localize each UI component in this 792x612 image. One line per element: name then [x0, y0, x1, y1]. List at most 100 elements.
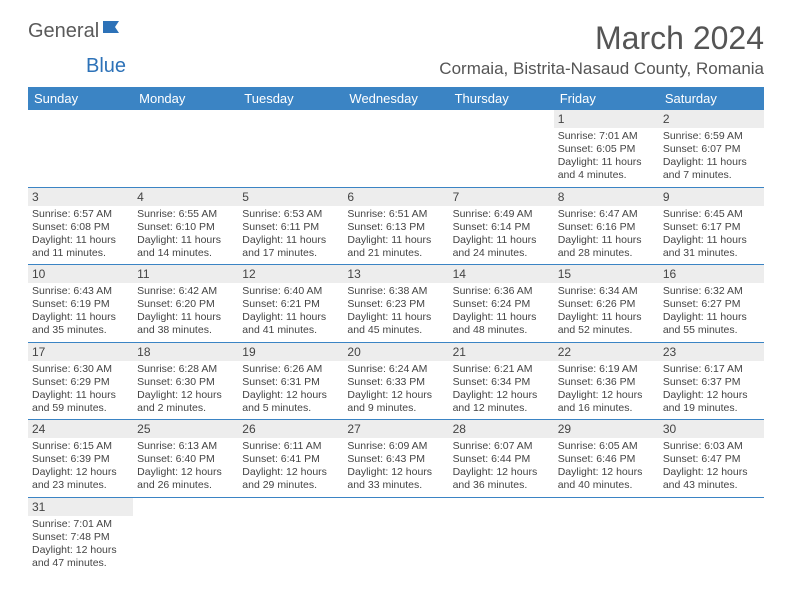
day-details: Sunrise: 6:47 AMSunset: 6:16 PMDaylight:… [554, 206, 659, 265]
day-number: 15 [554, 265, 659, 283]
calendar-cell: 17Sunrise: 6:30 AMSunset: 6:29 PMDayligh… [28, 342, 133, 420]
day-number: 4 [133, 188, 238, 206]
calendar-cell: .. [28, 110, 133, 187]
page-title: March 2024 [439, 20, 764, 57]
day-details: Sunrise: 7:01 AMSunset: 7:48 PMDaylight:… [28, 516, 133, 575]
calendar-cell: 4Sunrise: 6:55 AMSunset: 6:10 PMDaylight… [133, 187, 238, 265]
calendar-cell: 27Sunrise: 6:09 AMSunset: 6:43 PMDayligh… [343, 420, 448, 498]
day-number: 11 [133, 265, 238, 283]
calendar-cell: 14Sunrise: 6:36 AMSunset: 6:24 PMDayligh… [449, 265, 554, 343]
day-details: Sunrise: 6:59 AMSunset: 6:07 PMDaylight:… [659, 128, 764, 187]
day-number: 18 [133, 343, 238, 361]
day-number: 10 [28, 265, 133, 283]
day-number: 14 [449, 265, 554, 283]
calendar-cell: 30Sunrise: 6:03 AMSunset: 6:47 PMDayligh… [659, 420, 764, 498]
calendar-cell: 23Sunrise: 6:17 AMSunset: 6:37 PMDayligh… [659, 342, 764, 420]
calendar-cell: 24Sunrise: 6:15 AMSunset: 6:39 PMDayligh… [28, 420, 133, 498]
title-block: March 2024 Cormaia, Bistrita-Nasaud Coun… [439, 20, 764, 79]
calendar-cell: 2Sunrise: 6:59 AMSunset: 6:07 PMDaylight… [659, 110, 764, 187]
day-number: 9 [659, 188, 764, 206]
calendar-cell: .. [449, 110, 554, 187]
weekday-header: Friday [554, 87, 659, 110]
logo-text-blue: Blue [86, 55, 126, 78]
calendar-cell: 10Sunrise: 6:43 AMSunset: 6:19 PMDayligh… [28, 265, 133, 343]
calendar-cell: 16Sunrise: 6:32 AMSunset: 6:27 PMDayligh… [659, 265, 764, 343]
weekday-header: Saturday [659, 87, 764, 110]
day-details: Sunrise: 6:26 AMSunset: 6:31 PMDaylight:… [238, 361, 343, 420]
calendar-row: 3Sunrise: 6:57 AMSunset: 6:08 PMDaylight… [28, 187, 764, 265]
day-details: Sunrise: 6:34 AMSunset: 6:26 PMDaylight:… [554, 283, 659, 342]
day-details: Sunrise: 7:01 AMSunset: 6:05 PMDaylight:… [554, 128, 659, 187]
day-number: 31 [28, 498, 133, 516]
calendar-cell: 13Sunrise: 6:38 AMSunset: 6:23 PMDayligh… [343, 265, 448, 343]
day-details: Sunrise: 6:45 AMSunset: 6:17 PMDaylight:… [659, 206, 764, 265]
day-details: Sunrise: 6:32 AMSunset: 6:27 PMDaylight:… [659, 283, 764, 342]
calendar-cell: .. [238, 497, 343, 574]
day-details: Sunrise: 6:38 AMSunset: 6:23 PMDaylight:… [343, 283, 448, 342]
weekday-header: Monday [133, 87, 238, 110]
day-number: 22 [554, 343, 659, 361]
calendar-cell: 11Sunrise: 6:42 AMSunset: 6:20 PMDayligh… [133, 265, 238, 343]
day-number: 13 [343, 265, 448, 283]
day-details: Sunrise: 6:36 AMSunset: 6:24 PMDaylight:… [449, 283, 554, 342]
calendar-cell: .. [554, 497, 659, 574]
day-details: Sunrise: 6:43 AMSunset: 6:19 PMDaylight:… [28, 283, 133, 342]
calendar-cell: 6Sunrise: 6:51 AMSunset: 6:13 PMDaylight… [343, 187, 448, 265]
weekday-header-row: Sunday Monday Tuesday Wednesday Thursday… [28, 87, 764, 110]
day-number: 25 [133, 420, 238, 438]
calendar-cell: .. [449, 497, 554, 574]
day-details: Sunrise: 6:03 AMSunset: 6:47 PMDaylight:… [659, 438, 764, 497]
calendar-cell: 9Sunrise: 6:45 AMSunset: 6:17 PMDaylight… [659, 187, 764, 265]
day-number: 19 [238, 343, 343, 361]
location: Cormaia, Bistrita-Nasaud County, Romania [439, 59, 764, 79]
day-number: 17 [28, 343, 133, 361]
day-number: 3 [28, 188, 133, 206]
day-details: Sunrise: 6:53 AMSunset: 6:11 PMDaylight:… [238, 206, 343, 265]
day-number: 16 [659, 265, 764, 283]
calendar-cell: .. [238, 110, 343, 187]
day-details: Sunrise: 6:24 AMSunset: 6:33 PMDaylight:… [343, 361, 448, 420]
calendar-cell: 25Sunrise: 6:13 AMSunset: 6:40 PMDayligh… [133, 420, 238, 498]
day-details: Sunrise: 6:21 AMSunset: 6:34 PMDaylight:… [449, 361, 554, 420]
logo: General [28, 20, 125, 43]
calendar-row: 17Sunrise: 6:30 AMSunset: 6:29 PMDayligh… [28, 342, 764, 420]
weekday-header: Tuesday [238, 87, 343, 110]
day-details: Sunrise: 6:09 AMSunset: 6:43 PMDaylight:… [343, 438, 448, 497]
day-number: 8 [554, 188, 659, 206]
calendar-row: 31Sunrise: 7:01 AMSunset: 7:48 PMDayligh… [28, 497, 764, 574]
calendar-table: Sunday Monday Tuesday Wednesday Thursday… [28, 87, 764, 574]
day-number: 2 [659, 110, 764, 128]
logo-text-general: General [28, 20, 99, 43]
day-details: Sunrise: 6:51 AMSunset: 6:13 PMDaylight:… [343, 206, 448, 265]
day-details: Sunrise: 6:05 AMSunset: 6:46 PMDaylight:… [554, 438, 659, 497]
weekday-header: Wednesday [343, 87, 448, 110]
day-details: Sunrise: 6:13 AMSunset: 6:40 PMDaylight:… [133, 438, 238, 497]
day-details: Sunrise: 6:42 AMSunset: 6:20 PMDaylight:… [133, 283, 238, 342]
day-number: 1 [554, 110, 659, 128]
calendar-cell: 8Sunrise: 6:47 AMSunset: 6:16 PMDaylight… [554, 187, 659, 265]
weekday-header: Thursday [449, 87, 554, 110]
day-details: Sunrise: 6:57 AMSunset: 6:08 PMDaylight:… [28, 206, 133, 265]
day-number: 20 [343, 343, 448, 361]
calendar-cell: .. [133, 110, 238, 187]
day-number: 26 [238, 420, 343, 438]
calendar-cell: 15Sunrise: 6:34 AMSunset: 6:26 PMDayligh… [554, 265, 659, 343]
day-number: 12 [238, 265, 343, 283]
day-details: Sunrise: 6:11 AMSunset: 6:41 PMDaylight:… [238, 438, 343, 497]
day-number: 29 [554, 420, 659, 438]
calendar-cell: 28Sunrise: 6:07 AMSunset: 6:44 PMDayligh… [449, 420, 554, 498]
day-details: Sunrise: 6:07 AMSunset: 6:44 PMDaylight:… [449, 438, 554, 497]
calendar-cell: 29Sunrise: 6:05 AMSunset: 6:46 PMDayligh… [554, 420, 659, 498]
calendar-cell: .. [659, 497, 764, 574]
day-details: Sunrise: 6:30 AMSunset: 6:29 PMDaylight:… [28, 361, 133, 420]
day-details: Sunrise: 6:19 AMSunset: 6:36 PMDaylight:… [554, 361, 659, 420]
calendar-cell: 22Sunrise: 6:19 AMSunset: 6:36 PMDayligh… [554, 342, 659, 420]
calendar-row: 10Sunrise: 6:43 AMSunset: 6:19 PMDayligh… [28, 265, 764, 343]
day-details: Sunrise: 6:17 AMSunset: 6:37 PMDaylight:… [659, 361, 764, 420]
calendar-cell: 20Sunrise: 6:24 AMSunset: 6:33 PMDayligh… [343, 342, 448, 420]
calendar-cell: .. [343, 110, 448, 187]
day-number: 5 [238, 188, 343, 206]
weekday-header: Sunday [28, 87, 133, 110]
calendar-cell: 26Sunrise: 6:11 AMSunset: 6:41 PMDayligh… [238, 420, 343, 498]
header: General March 2024 Cormaia, Bistrita-Nas… [28, 20, 764, 79]
